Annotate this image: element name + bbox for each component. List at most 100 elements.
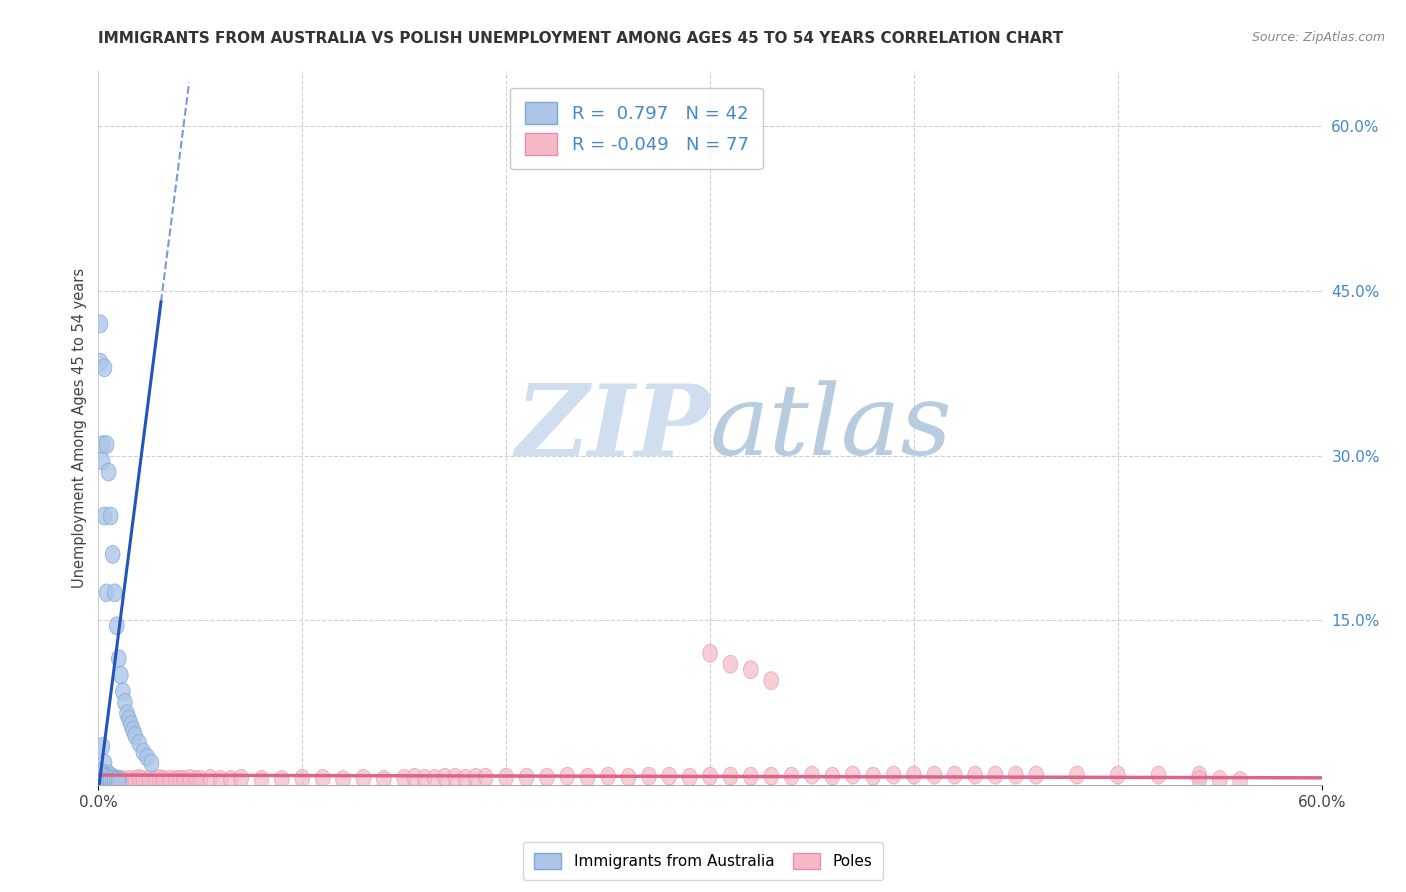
Ellipse shape	[124, 715, 138, 733]
Ellipse shape	[103, 771, 118, 789]
Ellipse shape	[468, 768, 482, 786]
Ellipse shape	[163, 771, 177, 789]
Ellipse shape	[100, 767, 114, 785]
Ellipse shape	[540, 768, 554, 786]
Ellipse shape	[100, 435, 114, 453]
Ellipse shape	[132, 770, 146, 788]
Ellipse shape	[682, 768, 697, 786]
Ellipse shape	[107, 770, 122, 788]
Ellipse shape	[122, 771, 136, 789]
Ellipse shape	[1029, 766, 1043, 784]
Ellipse shape	[96, 435, 110, 453]
Ellipse shape	[408, 768, 422, 786]
Text: Source: ZipAtlas.com: Source: ZipAtlas.com	[1251, 31, 1385, 45]
Ellipse shape	[110, 772, 124, 789]
Ellipse shape	[418, 770, 432, 788]
Ellipse shape	[581, 768, 595, 786]
Ellipse shape	[763, 767, 779, 785]
Ellipse shape	[449, 768, 463, 786]
Ellipse shape	[96, 452, 110, 470]
Ellipse shape	[193, 771, 208, 789]
Ellipse shape	[188, 771, 204, 789]
Ellipse shape	[703, 767, 717, 785]
Ellipse shape	[927, 766, 942, 784]
Ellipse shape	[115, 771, 131, 789]
Ellipse shape	[128, 771, 142, 789]
Ellipse shape	[97, 359, 112, 376]
Ellipse shape	[214, 771, 228, 789]
Ellipse shape	[224, 771, 238, 789]
Ellipse shape	[315, 770, 330, 788]
Ellipse shape	[93, 353, 108, 371]
Ellipse shape	[101, 765, 115, 783]
Ellipse shape	[703, 644, 717, 662]
Ellipse shape	[804, 766, 820, 784]
Ellipse shape	[967, 766, 983, 784]
Ellipse shape	[96, 765, 110, 783]
Ellipse shape	[1233, 772, 1247, 789]
Ellipse shape	[100, 584, 114, 602]
Ellipse shape	[107, 772, 122, 789]
Y-axis label: Unemployment Among Ages 45 to 54 years: Unemployment Among Ages 45 to 54 years	[72, 268, 87, 588]
Ellipse shape	[148, 771, 163, 789]
Ellipse shape	[103, 507, 118, 524]
Ellipse shape	[115, 682, 131, 700]
Ellipse shape	[169, 771, 183, 789]
Ellipse shape	[600, 767, 616, 785]
Ellipse shape	[132, 734, 146, 752]
Ellipse shape	[110, 617, 124, 635]
Legend: R =  0.797   N = 42, R = -0.049   N = 77: R = 0.797 N = 42, R = -0.049 N = 77	[510, 87, 763, 169]
Ellipse shape	[723, 656, 738, 673]
Ellipse shape	[907, 766, 921, 784]
Ellipse shape	[396, 770, 412, 788]
Ellipse shape	[173, 771, 187, 789]
Ellipse shape	[1070, 766, 1084, 784]
Ellipse shape	[662, 767, 676, 785]
Text: atlas: atlas	[710, 381, 953, 475]
Ellipse shape	[105, 546, 120, 564]
Ellipse shape	[122, 710, 136, 728]
Ellipse shape	[183, 770, 197, 788]
Ellipse shape	[1008, 766, 1024, 784]
Ellipse shape	[111, 772, 127, 790]
Ellipse shape	[105, 771, 120, 789]
Ellipse shape	[111, 771, 127, 789]
Ellipse shape	[103, 767, 118, 785]
Ellipse shape	[377, 771, 391, 789]
Ellipse shape	[1192, 771, 1206, 789]
Text: ZIP: ZIP	[515, 380, 710, 476]
Ellipse shape	[96, 765, 110, 783]
Ellipse shape	[641, 767, 657, 785]
Ellipse shape	[97, 767, 112, 785]
Ellipse shape	[458, 770, 472, 788]
Ellipse shape	[948, 766, 962, 784]
Ellipse shape	[866, 767, 880, 785]
Ellipse shape	[128, 727, 142, 745]
Ellipse shape	[177, 771, 191, 789]
Ellipse shape	[437, 768, 453, 786]
Ellipse shape	[111, 771, 127, 789]
Ellipse shape	[97, 507, 112, 524]
Ellipse shape	[744, 661, 758, 679]
Ellipse shape	[336, 771, 350, 789]
Ellipse shape	[519, 768, 534, 786]
Ellipse shape	[143, 754, 159, 772]
Ellipse shape	[96, 738, 110, 756]
Ellipse shape	[141, 748, 155, 766]
Ellipse shape	[886, 766, 901, 784]
Ellipse shape	[499, 768, 513, 786]
Text: IMMIGRANTS FROM AUSTRALIA VS POLISH UNEMPLOYMENT AMONG AGES 45 TO 54 YEARS CORRE: IMMIGRANTS FROM AUSTRALIA VS POLISH UNEM…	[98, 31, 1063, 46]
Ellipse shape	[156, 771, 172, 789]
Ellipse shape	[142, 771, 156, 789]
Ellipse shape	[356, 770, 371, 788]
Ellipse shape	[723, 767, 738, 785]
Ellipse shape	[560, 767, 575, 785]
Ellipse shape	[107, 770, 122, 788]
Ellipse shape	[763, 672, 779, 690]
Ellipse shape	[136, 771, 150, 789]
Ellipse shape	[1152, 766, 1166, 784]
Ellipse shape	[274, 771, 290, 789]
Ellipse shape	[478, 768, 494, 786]
Ellipse shape	[93, 315, 108, 333]
Ellipse shape	[107, 584, 122, 602]
